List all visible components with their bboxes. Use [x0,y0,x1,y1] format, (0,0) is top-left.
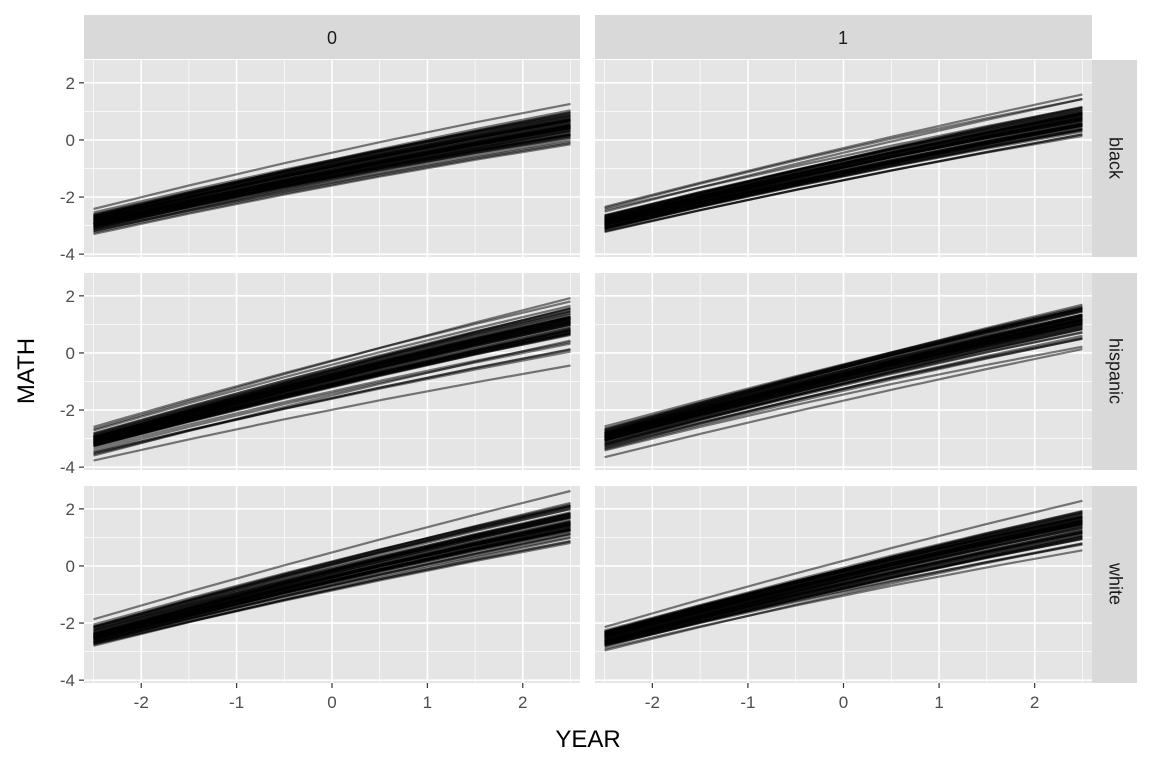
x-tick-label: 2 [1030,693,1039,712]
y-tick-label: -2 [60,188,75,207]
y-tick-label: 2 [66,500,75,519]
x-tick-label: 2 [518,693,527,712]
series-line [604,348,1083,459]
series-line [93,304,571,432]
series-line [93,528,571,641]
y-tick-label: -4 [60,245,75,264]
series-line [604,523,1083,635]
series-line [93,102,571,211]
x-tick-label: -2 [134,693,149,712]
series-line [93,136,571,229]
series-line [604,128,1083,231]
series-line [604,345,1083,452]
series-line [604,538,1083,645]
series-line [93,330,571,447]
series-line [93,142,571,234]
panel-1-black [595,60,1092,257]
series-line [93,123,571,224]
row-strip-label: hispanic [1105,338,1125,404]
series-line [93,503,571,628]
series-line [604,331,1083,445]
y-tick-label: 0 [66,131,75,150]
series-line [93,489,571,621]
series-line [93,536,571,647]
series-line [604,526,1083,639]
y-tick-label: 0 [66,344,75,363]
y-tick-label: -4 [60,671,75,690]
series-line [93,131,571,228]
series-line [604,542,1083,647]
series-line [604,499,1083,629]
y-axis-title: MATH [13,338,40,404]
x-tick-label: -2 [645,693,660,712]
series-line [604,121,1083,224]
series-line [604,93,1083,208]
panels [84,60,1092,683]
series-line [604,515,1083,634]
series-line [604,324,1083,442]
y-tick-label: 0 [66,557,75,576]
y-tick-label: 2 [66,287,75,306]
series-line [604,126,1083,226]
panel-0-white [84,486,580,683]
panel-0-black [84,60,580,257]
y-tick-label: -4 [60,458,75,477]
column-strip-label: 0 [327,28,337,48]
series-line [604,112,1083,223]
series-line [93,513,571,633]
series-line [604,317,1083,436]
panel-1-white [595,486,1092,683]
row-strip-hispanic: hispanic [1092,273,1137,470]
x-axis-ticks: -2 -1 0 1 2 -2 -1 0 1 2 [134,683,1039,712]
column-strip-0: 0 [84,15,580,59]
series-line [93,364,571,462]
series-line [93,523,571,638]
x-tick-label: 0 [327,693,336,712]
panel-0-hispanic [84,273,580,470]
x-axis-title: YEAR [555,726,620,753]
series-line [604,106,1083,221]
series-line [604,337,1083,451]
row-strip-black: black [1092,60,1137,257]
series-line [93,515,571,635]
x-tick-label: 1 [423,693,432,712]
y-tick-label: -2 [60,401,75,420]
series-line [93,125,571,226]
row-strip-label: black [1105,137,1125,180]
series-line [93,113,571,214]
series-line [93,315,571,440]
series-line [604,307,1083,435]
series-line [604,134,1083,234]
series-line [604,336,1083,449]
series-line [93,516,571,636]
series-line [93,297,571,431]
series-line [93,533,571,644]
x-tick-label: -1 [740,693,755,712]
series-line [93,117,571,220]
series-line [604,530,1083,643]
y-axis-ticks: -4 -2 0 2 -4 -2 0 2 -4 -2 0 2 [60,74,84,690]
series-line [604,313,1083,436]
series-line [604,322,1083,439]
series-line [93,307,571,437]
y-tick-label: 2 [66,74,75,93]
column-strip-label: 1 [838,28,848,48]
series-line [604,306,1083,428]
series-line [93,506,571,629]
series-line [93,320,571,445]
y-tick-label: -2 [60,614,75,633]
x-tick-label: 0 [839,693,848,712]
series-line [93,140,571,232]
row-strip-white: white [1092,486,1137,683]
panel-1-hispanic [595,273,1092,470]
column-strip-1: 1 [595,15,1092,59]
series-line [93,348,571,456]
x-tick-label: 1 [934,693,943,712]
x-tick-label: -1 [229,693,244,712]
row-strip-label: white [1105,562,1125,605]
